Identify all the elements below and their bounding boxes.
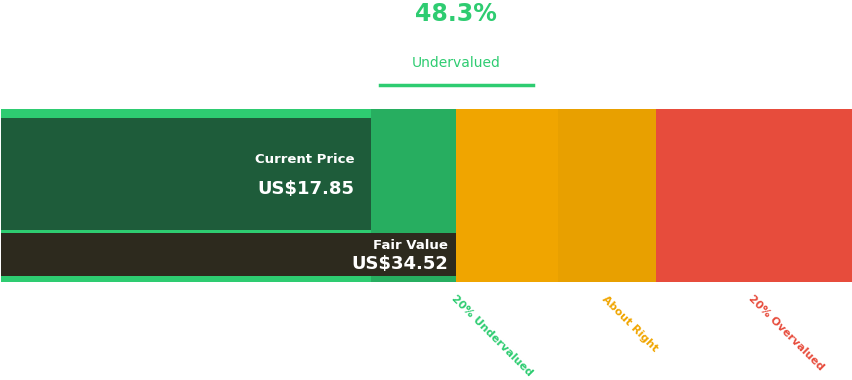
Bar [655, 109, 850, 282]
Text: Current Price: Current Price [255, 153, 354, 166]
Bar [2, 109, 371, 282]
Text: US$34.52: US$34.52 [350, 255, 447, 272]
Text: 20% Overvalued: 20% Overvalued [746, 294, 825, 373]
Bar [557, 109, 655, 282]
Text: US$17.85: US$17.85 [257, 180, 354, 198]
Text: 48.3%: 48.3% [415, 2, 497, 26]
Text: Undervalued: Undervalued [412, 56, 500, 70]
Text: 20% Undervalued: 20% Undervalued [449, 294, 533, 378]
Bar [2, 233, 456, 276]
Text: About Right: About Right [600, 294, 659, 353]
Text: Fair Value: Fair Value [372, 239, 447, 252]
Bar [2, 118, 371, 230]
Bar [456, 109, 557, 282]
Bar [371, 109, 456, 282]
